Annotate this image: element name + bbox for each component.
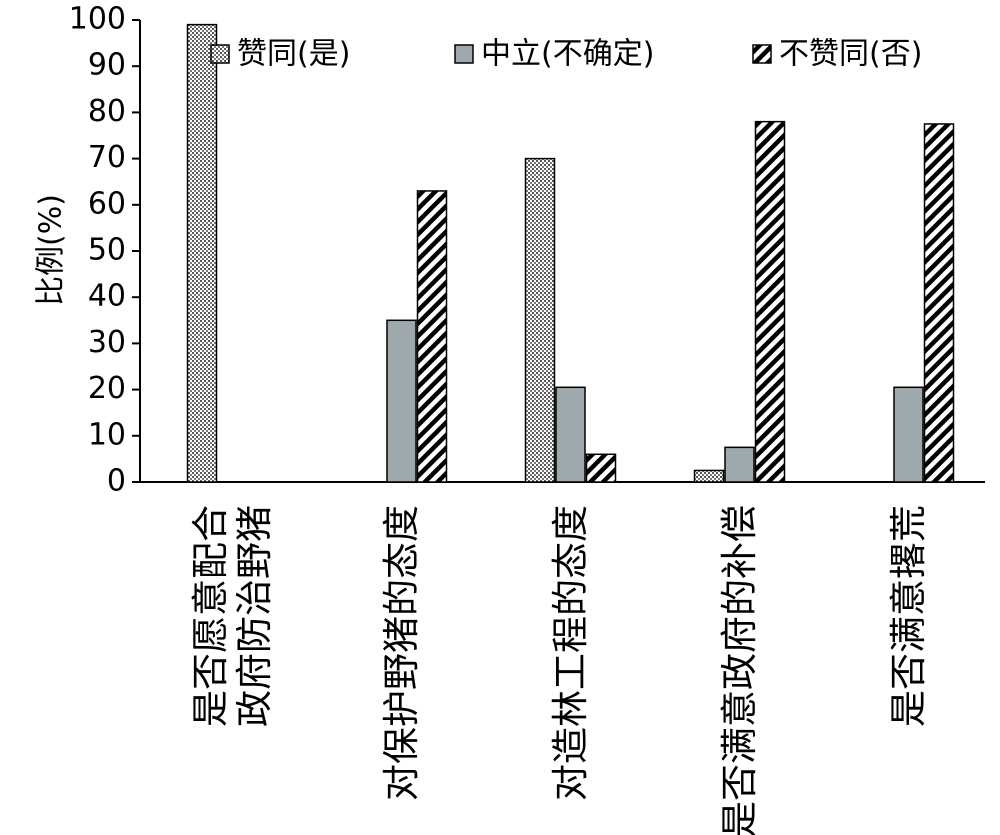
y-tick-label: 40 bbox=[88, 279, 126, 314]
category-label: 对保护野猪的态度 bbox=[380, 505, 423, 801]
bar bbox=[524, 157, 556, 483]
bar bbox=[893, 386, 924, 483]
bar bbox=[386, 319, 417, 483]
y-tick-label: 30 bbox=[88, 325, 126, 360]
y-tick-label: 0 bbox=[107, 464, 126, 499]
bars bbox=[186, 23, 955, 483]
bar bbox=[724, 446, 755, 483]
category-label: 是否愿意配合 政府防治野猪 bbox=[189, 505, 276, 727]
y-tick-label: 50 bbox=[88, 233, 126, 268]
legend-label: 中立(不确定) bbox=[481, 37, 654, 72]
y-tick-label: 70 bbox=[88, 140, 126, 175]
category-label: 是否满意撂荒 bbox=[887, 505, 930, 727]
category-label-line: 对保护野猪的态度 bbox=[380, 505, 423, 801]
y-tick-label: 90 bbox=[88, 48, 126, 83]
category-label-line: 政府防治野猪 bbox=[233, 505, 276, 727]
legend: 赞同(是) 中立(不确定) 不赞同(否) bbox=[210, 37, 922, 72]
category-label-line: 对造林工程的态度 bbox=[549, 505, 592, 801]
x-category-labels: 是否愿意配合 政府防治野猪 对保护野猪的态度 对造林工程的态度 是否满意政府的补偿 是否满… bbox=[189, 505, 930, 835]
category-label-line: 是否满意政府的补偿 bbox=[718, 505, 761, 835]
bar bbox=[186, 23, 218, 483]
bar bbox=[923, 123, 955, 483]
category-label: 对造林工程的态度 bbox=[549, 505, 592, 801]
bar bbox=[416, 190, 448, 483]
category-label-line: 是否愿意配合 bbox=[189, 505, 232, 727]
y-tick-label: 100 bbox=[69, 2, 126, 37]
y-tick-label: 10 bbox=[88, 417, 126, 452]
bar bbox=[693, 469, 725, 483]
legend-swatch bbox=[454, 44, 474, 64]
legend-swatch bbox=[210, 44, 230, 64]
bar bbox=[555, 386, 586, 483]
bar bbox=[585, 453, 617, 483]
y-tick-label: 20 bbox=[88, 371, 126, 406]
y-tick-label: 80 bbox=[88, 94, 126, 129]
y-axis-title: 比例(%) bbox=[34, 194, 69, 306]
y-tick-labels: 0 10 20 30 40 50 60 70 80 90 100 bbox=[69, 2, 126, 499]
y-tick-label: 60 bbox=[88, 186, 126, 221]
legend-swatch bbox=[752, 44, 772, 64]
bar bbox=[754, 120, 786, 483]
legend-label: 赞同(是) bbox=[237, 37, 350, 72]
legend-label: 不赞同(否) bbox=[779, 37, 922, 72]
category-label-line: 是否满意撂荒 bbox=[887, 505, 930, 727]
category-label: 是否满意政府的补偿 bbox=[718, 505, 761, 835]
